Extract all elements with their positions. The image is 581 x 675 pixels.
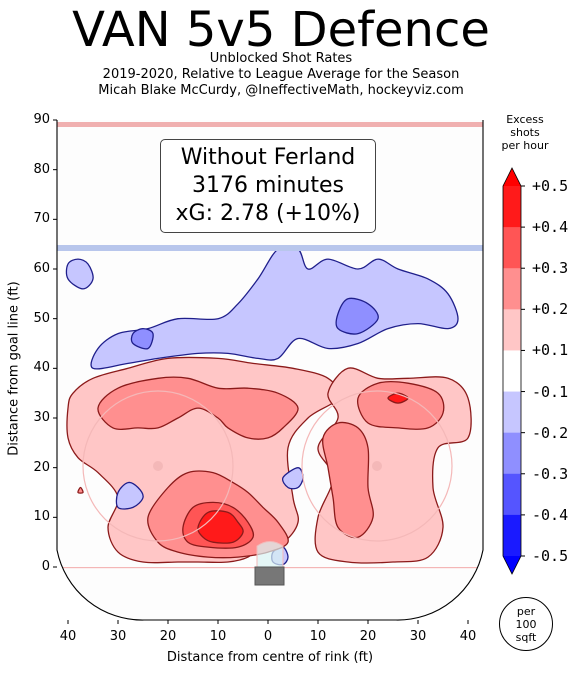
- x-tick-label: 0: [263, 629, 273, 644]
- colorbar-segment: [503, 391, 521, 434]
- colorbar-tick-label: +0.3: [532, 259, 569, 278]
- faceoff-dot-right: [372, 461, 382, 471]
- colorbar-tick-label: -0.3: [532, 464, 569, 483]
- colorbar-tick-label: -0.1: [532, 382, 569, 401]
- colorbar-segment: [503, 514, 521, 557]
- y-tick-label: 80: [33, 161, 50, 177]
- x-axis-label: Distance from centre of rink (ft): [166, 650, 374, 665]
- colorbar-title-line-1: Excess: [506, 113, 544, 126]
- unit-line-1: per: [516, 605, 536, 618]
- legend-box: Without Ferland 3176 minutes xG: 2.78 (+…: [160, 139, 376, 233]
- colorbar-tick-label: +0.1: [532, 341, 569, 360]
- rink-boards: [56, 120, 484, 621]
- colorbar-bottom-extension: [503, 556, 521, 574]
- colorbar-segment: [503, 350, 521, 393]
- goal-crease: [256, 541, 284, 568]
- colorbar-segment: [503, 473, 521, 516]
- y-tick-label: 90: [33, 112, 50, 127]
- x-tick-label: 20: [359, 629, 377, 644]
- blue-line: [57, 245, 483, 251]
- contour-blue-level-2-upper-right: [335, 297, 379, 335]
- colorbar-title-line-3: per hour: [501, 139, 549, 152]
- x-tick-label: 20: [159, 629, 177, 644]
- faceoff-circle-right: [301, 390, 453, 542]
- y-tick-label: 40: [33, 360, 50, 376]
- red-line-top: [57, 122, 483, 127]
- colorbar: [502, 167, 525, 575]
- legend-line-2: 3176 minutes: [191, 173, 345, 198]
- y-tick-label: 70: [33, 211, 50, 227]
- unit-line-2: 100: [515, 618, 537, 631]
- colorbar-tick-label: +0.4: [532, 218, 569, 237]
- y-tick-label: 20: [33, 459, 50, 475]
- colorbar-tick-label: -0.2: [532, 423, 569, 442]
- colorbar-title: Excess shots per hour: [497, 113, 553, 152]
- x-tick-label: 40: [459, 629, 477, 644]
- legend-line-1: Without Ferland: [180, 145, 356, 170]
- colorbar-segment: [503, 268, 521, 310]
- y-tick-label: 50: [33, 310, 50, 326]
- contour-blue-spot-right-mid: [281, 467, 304, 490]
- goal-net: [254, 566, 285, 586]
- unit-circle: per 100 sqft: [499, 597, 553, 651]
- x-tick-label: 10: [209, 629, 227, 644]
- contour-red-level-2-upper-left: [97, 376, 299, 440]
- colorbar-segment: [503, 432, 521, 475]
- colorbar-tick-label: +0.2: [532, 300, 569, 319]
- faceoff-circle-left: [82, 390, 234, 542]
- y-tick-label: 60: [33, 261, 50, 276]
- subtitle-line-2: 2019-2020, Relative to League Average fo…: [102, 67, 460, 82]
- x-tick-label: 30: [409, 629, 427, 644]
- contour-blue-level-1-upper: [90, 245, 459, 370]
- x-tick-label: 40: [59, 629, 77, 644]
- chart-title: VAN 5v5 Defence: [72, 2, 490, 58]
- x-tick-label: 30: [109, 629, 127, 644]
- colorbar-tick-label: +0.5: [532, 177, 569, 195]
- colorbar-top-extension: [503, 168, 521, 186]
- faceoff-dot-left: [153, 461, 163, 471]
- colorbar-title-line-2: shots: [510, 126, 540, 139]
- colorbar-tick-label: -0.5: [532, 547, 569, 565]
- x-tick-label: 10: [309, 629, 327, 644]
- subtitle-line-3: Micah Blake McCurdy, @IneffectiveMath, h…: [98, 83, 464, 98]
- y-tick-label: 0: [41, 559, 50, 574]
- contour-red-level-2-right-upper: [357, 381, 445, 430]
- colorbar-segment: [503, 309, 521, 351]
- subtitle-line-1: Unblocked Shot Rates: [209, 51, 353, 66]
- legend-line-3: xG: 2.78 (+10%): [175, 201, 361, 226]
- unit-line-3: sqft: [515, 631, 537, 644]
- contour-blue-spot-far-left-upper: [65, 258, 94, 290]
- colorbar-segment: [503, 186, 521, 228]
- y-tick-label: 10: [33, 509, 50, 525]
- contour-red-spot-far-left: [77, 486, 84, 494]
- contour-blue-level-2-small-left: [130, 327, 154, 350]
- colorbar-tick-label: -0.4: [532, 505, 569, 524]
- contour-red-level-2-right-lower: [322, 421, 374, 539]
- colorbar-segment: [503, 227, 521, 269]
- contour-blue-spot-left-mid: [115, 481, 144, 510]
- contour-red-level-4-left-lower: [197, 510, 244, 544]
- y-tick-label: 30: [33, 410, 50, 425]
